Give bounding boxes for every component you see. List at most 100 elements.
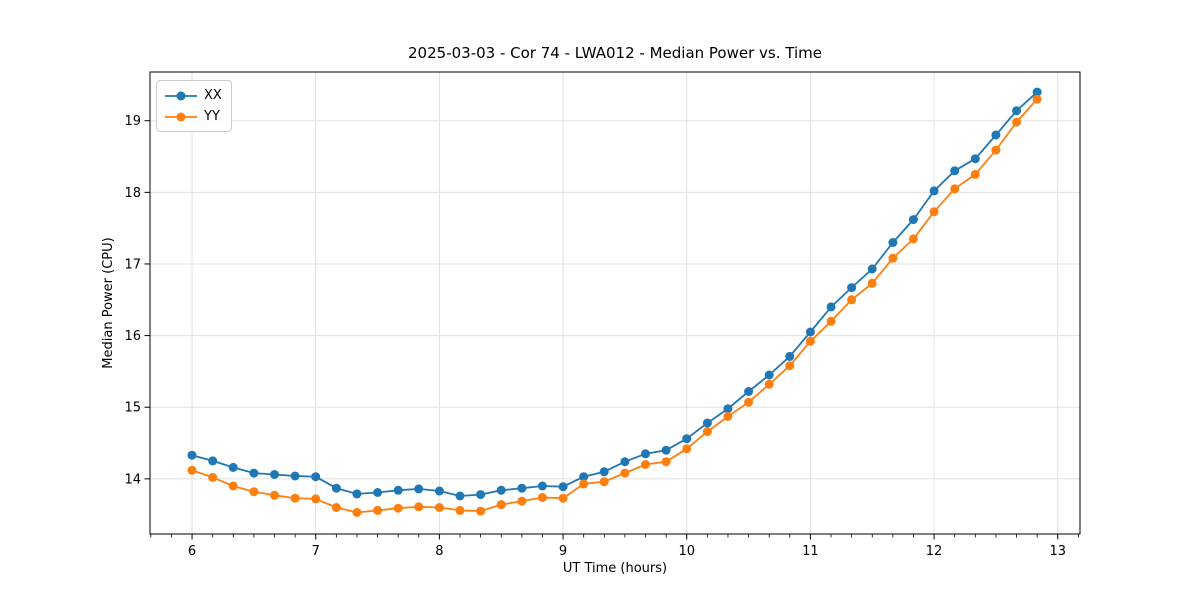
series-XX-marker	[270, 470, 279, 479]
series-YY-marker	[620, 468, 630, 478]
series-YY-marker	[847, 295, 857, 305]
series-YY-marker	[455, 505, 465, 515]
series-YY-marker	[393, 503, 403, 513]
series-XX-marker	[187, 450, 197, 460]
y-tick-label: 17	[124, 257, 141, 272]
series-YY-marker	[537, 493, 547, 502]
series-XX-marker	[558, 482, 568, 492]
series-YY-marker	[517, 496, 527, 506]
series-XX-marker	[1032, 87, 1042, 97]
series-XX-marker	[311, 472, 321, 482]
series-YY-marker	[331, 503, 341, 512]
grid-lines	[150, 72, 1080, 534]
tick-labels: 6 7 8 9 10 11 12 13 14 15 16 17 18 19	[124, 114, 1066, 559]
series-YY-line	[191, 98, 1038, 514]
series-XX-marker	[249, 468, 259, 478]
series-YY-marker	[311, 494, 321, 504]
series-YY-marker	[352, 508, 362, 517]
x-tick-label: 8	[435, 544, 443, 559]
series-YY-marker	[826, 316, 836, 326]
y-tick-label: 18	[124, 186, 141, 201]
series-XX-marker	[434, 486, 444, 496]
series-XX-line	[191, 91, 1038, 497]
series-XX-marker	[661, 445, 671, 455]
series-XX-marker	[991, 130, 1001, 140]
y-tick-label: 14	[124, 472, 141, 487]
x-tick-label: 9	[559, 544, 567, 559]
series-YY-marker	[1032, 94, 1042, 104]
series-YY-marker	[208, 472, 218, 482]
series-XX-marker	[352, 489, 362, 499]
series-XX-marker	[579, 472, 589, 482]
series-YY-marker	[991, 145, 1001, 155]
series-YY-marker	[723, 412, 733, 421]
legend-swatch-icon	[165, 112, 197, 121]
series-YY-marker	[970, 169, 980, 179]
series-YY-marker	[682, 444, 692, 454]
series-XX-marker	[867, 264, 877, 274]
series-XX-marker	[682, 434, 692, 444]
series-XX-marker	[970, 154, 980, 164]
series-YY-marker	[373, 505, 383, 515]
series-YY-marker	[661, 457, 671, 467]
series-XX-marker	[331, 483, 341, 493]
series-YY-marker	[950, 184, 960, 194]
series-XX-marker	[414, 484, 424, 494]
x-tick-label: 7	[312, 544, 320, 559]
series-YY-marker	[476, 506, 486, 516]
series-XX-marker	[1012, 106, 1022, 116]
series-YY-marker	[702, 427, 712, 437]
x-tick-label: 10	[678, 544, 695, 559]
series-YY-marker	[558, 493, 568, 503]
plot-frame	[149, 71, 1081, 535]
legend-item-YY: YY	[164, 107, 222, 126]
x-tick-label: 12	[926, 544, 943, 559]
series-YY-marker	[744, 397, 754, 407]
series-XX-marker	[805, 327, 815, 337]
chart-title: 2025-03-03 - Cor 74 - LWA012 - Median Po…	[408, 44, 822, 62]
series-XX-marker	[744, 387, 754, 396]
y-tick-label: 19	[124, 114, 141, 129]
series-XX-marker	[537, 481, 547, 491]
series-XX-marker	[929, 186, 939, 196]
series-YY-marker	[641, 460, 650, 469]
series-YY-marker	[888, 253, 898, 263]
series-YY-marker	[599, 477, 609, 487]
series-XX-marker	[764, 370, 774, 380]
series-YY-marker	[228, 481, 238, 491]
legend-label: YY	[204, 109, 220, 124]
series-XX-marker	[723, 404, 733, 414]
series-XX-marker	[517, 483, 527, 493]
series-YY-marker	[496, 500, 506, 510]
legend-marker-icon	[176, 112, 186, 121]
series-XX-marker	[599, 467, 609, 477]
series-YY-marker	[908, 234, 918, 244]
legend-swatch-icon	[165, 91, 197, 100]
axis-ticks	[144, 120, 1079, 540]
series-XX-marker	[847, 283, 857, 293]
series-XX-marker	[208, 456, 218, 466]
series-XX-marker	[950, 166, 960, 176]
legend-marker-icon	[176, 91, 186, 100]
series-YY	[187, 94, 1042, 517]
series-XX-marker	[888, 238, 898, 247]
legend-item-XX: XX	[164, 86, 222, 105]
data-series	[187, 87, 1042, 517]
series-YY-marker	[805, 336, 815, 346]
series-YY-marker	[434, 503, 444, 512]
series-YY-marker	[290, 493, 300, 503]
series-XX-marker	[785, 351, 795, 361]
series-XX-marker	[908, 215, 918, 225]
series-XX-marker	[228, 462, 238, 472]
x-axis-label: UT Time (hours)	[563, 561, 667, 576]
series-XX-marker	[826, 302, 836, 312]
series-XX-marker	[702, 418, 712, 428]
series-YY-marker	[187, 465, 197, 475]
series-XX-marker	[455, 491, 465, 501]
series-YY-marker	[929, 207, 939, 217]
series-YY-marker	[1012, 117, 1022, 127]
series-XX-marker	[393, 485, 403, 495]
y-tick-label: 15	[124, 401, 141, 416]
legend: XX YY	[156, 80, 232, 132]
